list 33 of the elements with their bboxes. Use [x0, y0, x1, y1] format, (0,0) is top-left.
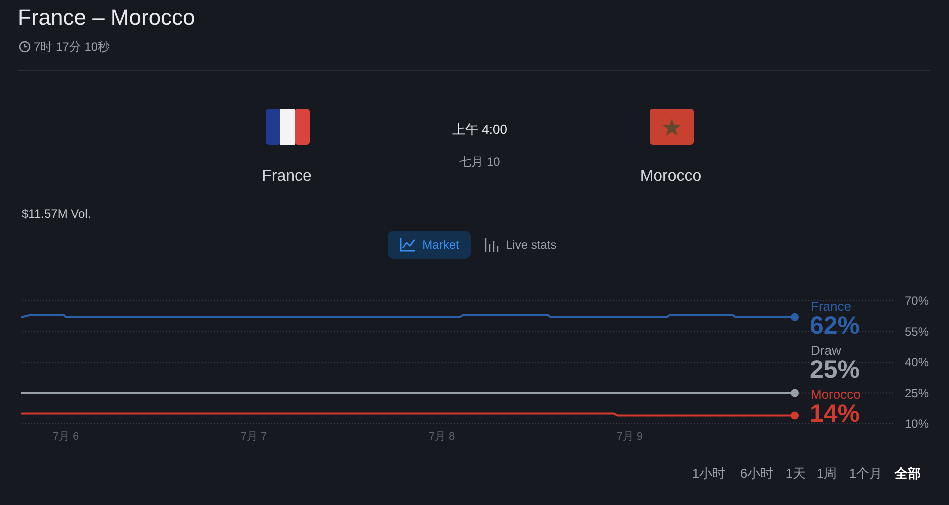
- x-tick-label: 7月 6: [52, 431, 80, 443]
- chart-title: France – Morocco: [18, 5, 196, 30]
- point: [790, 389, 799, 398]
- text: 1天: [786, 466, 806, 481]
- text: Live stats: [506, 238, 557, 252]
- data-label: 25%: [810, 356, 860, 384]
- chart-subtitle: 7时 17分 10秒: [34, 40, 110, 54]
- x-tick-label: 7月 9: [616, 431, 644, 443]
- data-label: 62%: [810, 312, 860, 340]
- y-tick-label: 10%: [904, 417, 930, 431]
- series-label: France: [811, 299, 852, 314]
- data-label: 14%: [810, 400, 860, 428]
- text: $11.57M Vol.: [22, 207, 92, 221]
- x-tick-label: 7月 7: [240, 431, 268, 443]
- text: Morocco: [640, 168, 702, 185]
- text: Market: [422, 238, 460, 252]
- text: 1个月: [849, 466, 883, 481]
- text: 6小时: [740, 466, 774, 481]
- text: Draw: [811, 343, 842, 358]
- series-label: Morocco: [811, 387, 861, 402]
- text: 全部: [894, 466, 921, 481]
- y-tick-label: 55%: [904, 324, 930, 339]
- y-tick-label: 70%: [904, 294, 930, 308]
- point: [790, 412, 799, 420]
- y-tick-label: 25%: [904, 386, 930, 400]
- y-tick-label: 40%: [904, 356, 930, 370]
- text: 七月 10: [460, 155, 501, 169]
- text: France: [262, 168, 312, 185]
- text: 1周: [816, 466, 838, 481]
- point: [790, 313, 799, 322]
- x-tick-label: 7月 8: [428, 431, 456, 443]
- text: 上午 4:00: [452, 122, 508, 137]
- text: 1小时: [692, 466, 726, 481]
